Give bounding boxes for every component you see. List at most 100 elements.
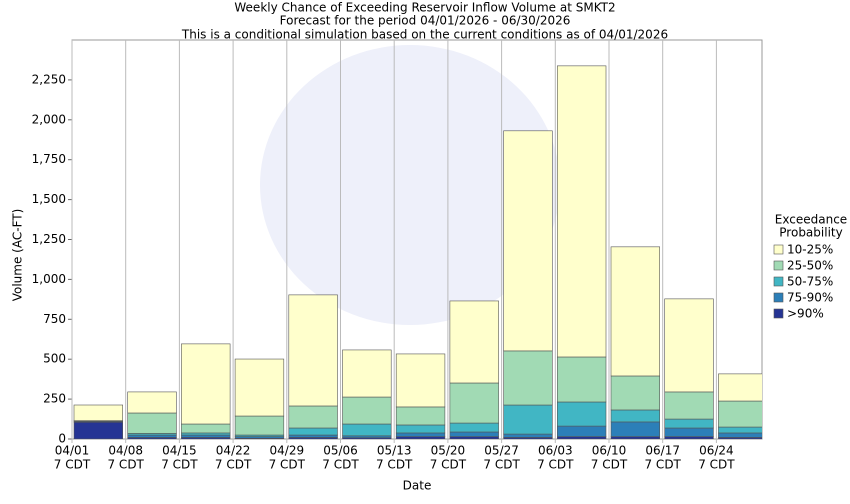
y-tick-label: 250 — [43, 392, 66, 406]
x-tick-sublabel: 7 CDT — [430, 458, 467, 472]
bar-segment — [611, 410, 660, 422]
legend-label: 10-25% — [787, 243, 833, 257]
x-tick-sublabel: 7 CDT — [107, 458, 144, 472]
bar-segment — [557, 66, 606, 357]
x-tick-label: 04/15 — [162, 444, 197, 458]
y-tick-label: 1,750 — [32, 152, 66, 166]
bar-segment — [611, 422, 660, 437]
legend-swatch — [774, 245, 783, 254]
bar-segment — [74, 422, 123, 439]
bar-segment — [181, 435, 230, 437]
bar-segment — [74, 405, 123, 421]
bar-segment — [611, 437, 660, 439]
bar-segment — [718, 427, 767, 433]
legend-label: 50-75% — [787, 275, 833, 289]
bar-segment — [128, 435, 177, 437]
bar-segment — [181, 424, 230, 433]
y-tick-label: 1,000 — [32, 272, 66, 286]
x-tick-label: 04/01 — [55, 444, 90, 458]
bar-segment — [504, 351, 553, 405]
bar-segment — [289, 295, 338, 406]
x-axis-label: Date — [403, 479, 432, 493]
bar-segment — [504, 434, 553, 437]
legend-label: 25-50% — [787, 259, 833, 273]
y-tick-label: 1,500 — [32, 192, 66, 206]
legend-title: Exceedance — [775, 213, 847, 227]
bar-segment — [665, 437, 714, 439]
bar-segment — [718, 374, 767, 401]
bar-segment — [504, 131, 553, 351]
legend-label: 75-90% — [787, 291, 833, 305]
bar-segment — [343, 350, 392, 397]
bar-segment — [665, 299, 714, 392]
x-tick-label: 04/29 — [270, 444, 305, 458]
legend-swatch — [774, 261, 783, 270]
x-tick-label: 05/13 — [377, 444, 412, 458]
bar-segment — [396, 407, 445, 425]
bar-segment — [557, 426, 606, 437]
bar-segment — [450, 432, 499, 437]
x-tick-sublabel: 7 CDT — [215, 458, 252, 472]
bar-segment — [235, 359, 284, 416]
bar-segment — [181, 433, 230, 435]
bar-segment — [557, 437, 606, 439]
legend-label: >90% — [787, 307, 824, 321]
legend-title: Probability — [779, 226, 842, 240]
x-tick-sublabel: 7 CDT — [698, 458, 735, 472]
bar-segment — [665, 419, 714, 428]
x-tick-label: 06/17 — [645, 444, 680, 458]
legend-swatch — [774, 309, 783, 318]
x-tick-label: 05/06 — [323, 444, 358, 458]
x-tick-label: 04/08 — [108, 444, 143, 458]
y-axis-label: Volume (AC-FT) — [11, 209, 25, 302]
legend-swatch — [774, 293, 783, 302]
bar-segment — [343, 424, 392, 436]
bar-segment — [396, 425, 445, 433]
bar-segment — [718, 401, 767, 427]
x-tick-sublabel: 7 CDT — [54, 458, 91, 472]
bar-segment — [611, 247, 660, 376]
y-tick-label: 2,250 — [32, 72, 66, 86]
bar-segment — [504, 405, 553, 434]
x-tick-sublabel: 7 CDT — [483, 458, 520, 472]
x-tick-label: 06/10 — [592, 444, 627, 458]
y-tick-label: 2,000 — [32, 112, 66, 126]
bar-segment — [235, 416, 284, 435]
chart-subtitle: Forecast for the period 04/01/2026 - 06/… — [280, 14, 571, 28]
bar-segment — [611, 376, 660, 410]
x-tick-sublabel: 7 CDT — [269, 458, 306, 472]
chart-subtitle: This is a conditional simulation based o… — [181, 28, 668, 42]
x-tick-sublabel: 7 CDT — [591, 458, 628, 472]
bar-segment — [128, 413, 177, 433]
x-tick-label: 04/22 — [216, 444, 251, 458]
bar-segment — [450, 301, 499, 383]
y-tick-label: 500 — [43, 352, 66, 366]
bar-segment — [450, 383, 499, 423]
bar-segment — [450, 437, 499, 439]
x-tick-label: 05/27 — [484, 444, 519, 458]
x-tick-label: 05/20 — [431, 444, 466, 458]
bar-segment — [289, 435, 338, 437]
bar-segment — [289, 428, 338, 435]
bar-segment — [557, 357, 606, 402]
bar-segment — [396, 354, 445, 407]
bar-segment — [557, 402, 606, 426]
bar-segment — [396, 437, 445, 439]
x-tick-sublabel: 7 CDT — [644, 458, 681, 472]
legend-swatch — [774, 277, 783, 286]
x-tick-sublabel: 7 CDT — [161, 458, 198, 472]
bar-segment — [450, 423, 499, 432]
bar-segment — [343, 397, 392, 424]
bar-segment — [396, 433, 445, 437]
x-tick-sublabel: 7 CDT — [376, 458, 413, 472]
y-tick-label: 750 — [43, 312, 66, 326]
bar-segment — [665, 428, 714, 437]
bar-segment — [718, 433, 767, 437]
chart-title: Weekly Chance of Exceeding Reservoir Inf… — [234, 1, 615, 15]
bar-segment — [181, 344, 230, 424]
bar-segment — [128, 392, 177, 413]
y-tick-label: 1,250 — [32, 232, 66, 246]
bar-segment — [665, 392, 714, 419]
bar-segment — [289, 406, 338, 428]
